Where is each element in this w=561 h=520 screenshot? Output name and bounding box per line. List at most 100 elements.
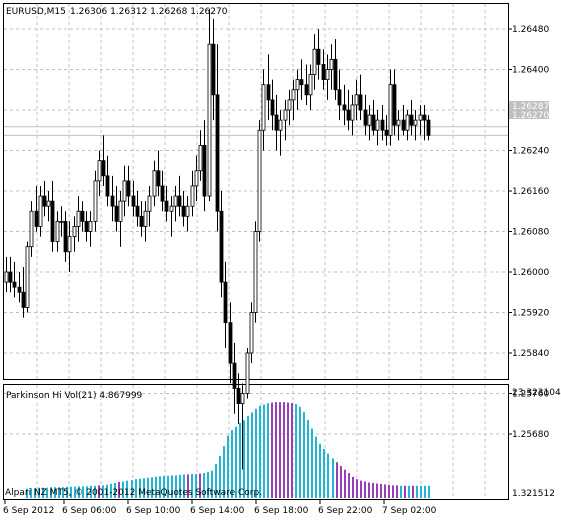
volatility-bar	[372, 482, 374, 498]
volatility-bar	[54, 487, 56, 498]
candle-body	[72, 226, 77, 237]
candle-body	[333, 58, 338, 91]
volatility-bar	[183, 474, 185, 498]
candle-body	[207, 43, 212, 197]
volatility-bar	[106, 484, 108, 498]
volatility-bar	[199, 473, 201, 498]
volatility-bar	[90, 485, 92, 498]
volatility-bar	[175, 475, 177, 498]
volatility-bar	[388, 484, 390, 498]
volatility-bar	[336, 462, 338, 498]
candle-body	[181, 205, 186, 217]
volatility-bar	[307, 420, 309, 498]
candle-body	[101, 160, 106, 177]
volatility-bar	[215, 464, 217, 498]
volatility-bar	[50, 487, 52, 498]
candle-body	[80, 210, 85, 222]
candle-body	[418, 114, 423, 121]
candle-body	[25, 246, 30, 308]
candle-body	[21, 291, 26, 308]
symbol-label: EURUSD,M15	[6, 7, 66, 17]
price-tick-label: 1.25920	[512, 309, 549, 319]
volatility-bar	[114, 482, 116, 498]
volatility-bar	[118, 482, 120, 498]
candle-body	[266, 84, 271, 101]
volatility-bar	[420, 485, 422, 498]
candle-body	[118, 200, 123, 222]
volatility-bar	[416, 485, 418, 498]
indicator-scale-top: 23.323104	[512, 388, 561, 398]
volatility-bar	[352, 476, 354, 498]
candle-body	[283, 109, 288, 121]
volatility-bar	[311, 428, 313, 498]
candle-body	[358, 94, 363, 111]
volatility-bar	[94, 485, 96, 498]
candle-body	[350, 104, 355, 121]
volatility-bar	[98, 485, 100, 498]
candle-body	[384, 129, 389, 136]
candle-body	[59, 220, 64, 223]
candle-body	[295, 79, 300, 91]
volatility-bar	[239, 422, 241, 498]
candle-body	[367, 114, 372, 126]
volatility-bar	[271, 402, 273, 498]
volatility-bar	[400, 485, 402, 498]
candle-body	[126, 180, 131, 197]
candle-body	[164, 200, 169, 212]
candle-body	[139, 215, 144, 227]
volatility-bar	[135, 479, 137, 498]
price-tick-label: 1.26400	[512, 66, 549, 76]
candle-body	[110, 195, 115, 207]
candle-body	[198, 145, 203, 172]
candle-body	[380, 119, 385, 131]
candle-body	[143, 210, 148, 227]
time-tick-label: 6 Sep 18:00	[254, 506, 309, 516]
candle-body	[249, 312, 254, 354]
time-tick-label: 6 Sep 06:00	[62, 506, 117, 516]
candle-body	[135, 205, 140, 217]
indicator-label: Parkinson Hi Vol(21) 4.867999	[6, 391, 143, 401]
candle-body	[228, 322, 233, 364]
time-tick-label: 6 Sep 22:00	[318, 506, 373, 516]
volatility-bar	[159, 476, 161, 498]
candle-body	[215, 94, 220, 212]
volatility-bar	[287, 402, 289, 498]
candle-body	[46, 200, 51, 207]
volatility-bar	[396, 485, 398, 498]
candle-body	[88, 220, 93, 232]
candle-body	[257, 129, 262, 232]
candle-body	[8, 271, 13, 283]
candle-body	[50, 200, 55, 243]
volatility-bar	[332, 458, 334, 498]
time-tick-label: 6 Sep 10:00	[126, 506, 181, 516]
candle-body	[190, 185, 195, 207]
candle-body	[97, 160, 102, 182]
volatility-bar	[279, 402, 281, 498]
candle-body	[185, 205, 190, 217]
volatility-bar	[283, 402, 285, 498]
volatility-bar	[58, 487, 60, 498]
price-scale: 1.264801.264001.263201.262401.261601.260…	[508, 25, 549, 440]
volatility-bar	[74, 486, 76, 498]
candle-body	[270, 99, 275, 116]
candle-body	[363, 109, 368, 126]
volatility-bar	[70, 486, 72, 498]
volatility-histogram	[26, 402, 430, 498]
candle-body	[12, 281, 17, 288]
candle-body	[29, 210, 34, 248]
time-axis: 6 Sep 2012 6 Sep 06:00 6 Sep 10:00 6 Sep 14…	[3, 500, 437, 516]
volatility-bar	[376, 483, 378, 498]
candle-body	[405, 114, 410, 131]
price-tick-label: 1.25760	[512, 390, 549, 400]
candle-body	[219, 210, 224, 283]
candle-body	[211, 43, 216, 96]
candle-body	[67, 236, 72, 253]
volatility-bar	[126, 480, 128, 498]
price-tick-label: 1.26160	[512, 187, 549, 197]
time-tick-label: 7 Sep 02:00	[382, 506, 437, 516]
volatility-bar	[42, 487, 44, 498]
candle-body	[169, 205, 174, 212]
volatility-bar	[34, 488, 36, 498]
candle-body	[304, 84, 309, 96]
